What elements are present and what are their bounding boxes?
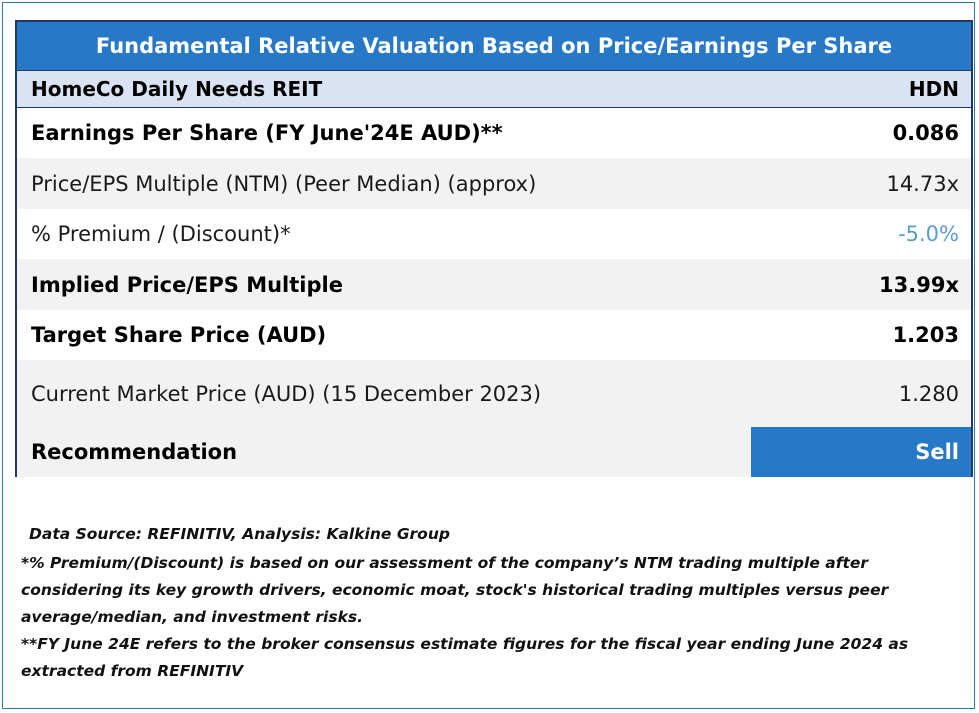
table-title-text: Fundamental Relative Valuation Based on … — [95, 34, 893, 58]
implied-multiple-row: Implied Price/EPS Multiple 13.99x — [17, 259, 971, 310]
premium-discount-footnote: *% Premium/(Discount) is based on our as… — [21, 554, 889, 626]
market-price-row: Current Market Price (AUD) (15 December … — [17, 360, 971, 427]
recommendation-row: Recommendation Sell — [17, 427, 971, 477]
company-name: HomeCo Daily Needs REIT — [31, 77, 323, 101]
valuation-table: Fundamental Relative Valuation Based on … — [15, 20, 973, 477]
pe-multiple-label: Price/EPS Multiple (NTM) (Peer Median) (… — [31, 171, 537, 196]
market-price-value: 1.280 — [898, 381, 959, 406]
company-ticker: HDN — [908, 77, 959, 101]
market-price-label: Current Market Price (AUD) (15 December … — [31, 381, 542, 406]
pe-multiple-value: 14.73x — [886, 171, 959, 196]
footnotes: Data Source: REFINITIV, Analysis: Kalkin… — [21, 521, 966, 685]
pe-multiple-row: Price/EPS Multiple (NTM) (Peer Median) (… — [17, 158, 971, 209]
implied-multiple-value: 13.99x — [879, 272, 959, 297]
recommendation-value: Sell — [751, 427, 971, 477]
premium-discount-label: % Premium / (Discount)* — [31, 222, 291, 246]
recommendation-label: Recommendation — [17, 427, 751, 477]
company-row: HomeCo Daily Needs REIT HDN — [17, 71, 971, 108]
fy-estimate-footnote: **FY June 24E refers to the broker conse… — [21, 635, 909, 680]
eps-row: Earnings Per Share (FY June'24E AUD)** 0… — [17, 108, 971, 158]
premium-discount-row: % Premium / (Discount)* -5.0% — [17, 209, 971, 259]
table-title: Fundamental Relative Valuation Based on … — [17, 22, 971, 71]
premium-discount-value: -5.0% — [898, 222, 959, 246]
eps-label: Earnings Per Share (FY June'24E AUD)** — [31, 121, 503, 145]
data-source-note: Data Source: REFINITIV, Analysis: Kalkin… — [29, 525, 450, 543]
target-price-row: Target Share Price (AUD) 1.203 — [17, 310, 971, 360]
target-price-value: 1.203 — [892, 323, 959, 347]
implied-multiple-label: Implied Price/EPS Multiple — [31, 272, 343, 297]
target-price-label: Target Share Price (AUD) — [31, 323, 327, 347]
eps-value: 0.086 — [892, 121, 959, 145]
